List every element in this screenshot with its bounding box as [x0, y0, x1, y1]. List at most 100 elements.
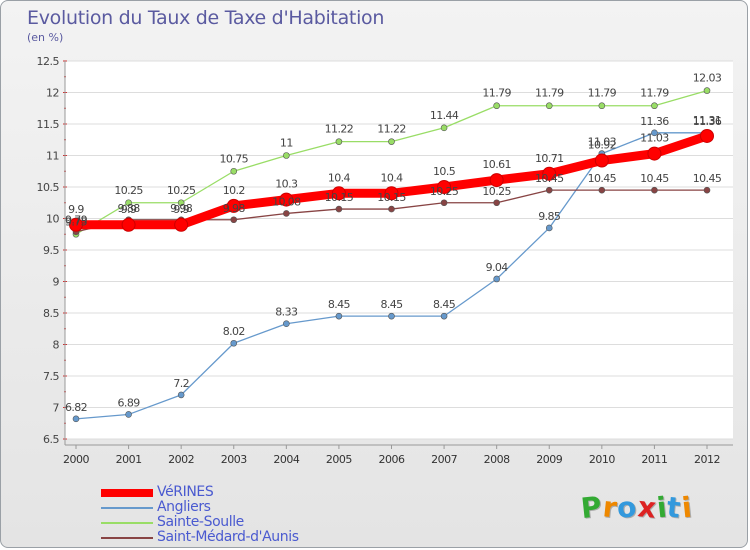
- y-tick-label: 12.5: [37, 55, 60, 68]
- y-tick-label: 10: [46, 213, 59, 226]
- data-label: 11.03: [640, 132, 669, 145]
- data-label: 10.15: [325, 191, 354, 204]
- data-label: 12.03: [693, 72, 722, 85]
- data-label: 8.33: [275, 306, 298, 319]
- data-point: [72, 415, 80, 423]
- data-point: [440, 124, 448, 132]
- data-label: 11.03: [588, 136, 617, 149]
- x-tick-label: 2012: [694, 453, 720, 466]
- data-label: 10.45: [535, 172, 564, 185]
- data-label: 11.22: [377, 123, 406, 136]
- data-point: [651, 129, 658, 137]
- legend-swatch-sainte-soulle: [101, 522, 153, 524]
- logo-letter: P: [579, 489, 605, 526]
- data-label: 8.45: [380, 298, 403, 311]
- data-label: 9.9: [173, 203, 189, 216]
- data-label: 11.79: [482, 87, 511, 100]
- data-point: [230, 216, 238, 224]
- legend-label-verines: VéRINES: [157, 484, 214, 500]
- data-point: [177, 199, 185, 207]
- data-label: 10.61: [482, 158, 511, 171]
- y-tick-label: 7: [53, 402, 60, 415]
- data-point: [388, 138, 395, 145]
- data-point: [440, 312, 448, 320]
- x-tick-label: 2010: [589, 453, 615, 466]
- x-tick-label: 2003: [221, 453, 247, 466]
- data-point: [230, 167, 238, 175]
- x-tick-label: 2004: [273, 453, 299, 466]
- data-point: [703, 87, 711, 94]
- proxiti-logo: Proxiti: [579, 489, 694, 526]
- data-label: 10.45: [640, 172, 669, 185]
- legend-swatch-verines: [101, 489, 153, 497]
- data-point: [598, 186, 606, 194]
- data-label: 10.25: [114, 184, 143, 197]
- x-tick-label: 2011: [641, 453, 667, 466]
- data-label: 10.4: [328, 171, 351, 184]
- y-tick-label: 11: [46, 150, 59, 163]
- data-label: 6.89: [118, 396, 141, 409]
- data-label: 11.79: [535, 87, 564, 100]
- logo-letter: i: [679, 490, 694, 525]
- x-tick-label: 2005: [326, 453, 352, 466]
- x-tick-label: 2000: [63, 453, 89, 466]
- legend-label-sainte-soulle: Sainte-Soulle: [157, 514, 244, 530]
- data-label: 9.75: [65, 215, 88, 228]
- data-label: 9.9: [121, 203, 137, 216]
- data-labels: 6.82 6.89 7.2 8.02 8.33 8.45 8.45 8.45 9.04 9.85 1…: [65, 72, 722, 414]
- data-label: 11.44: [430, 109, 459, 122]
- y-tick-label: 8: [53, 339, 60, 352]
- y-tick-label: 6.5: [43, 433, 59, 446]
- data-point: [545, 102, 553, 110]
- data-point: [283, 152, 290, 159]
- axes: 6.5 7 7.5 8 8.5 9 9.5 10 10.5 11 11.5 12 12.5 2000 200…: [37, 55, 733, 466]
- data-point: [335, 205, 343, 213]
- legend-label-angliers: Angliers: [157, 499, 211, 515]
- y-tick-label: 10.5: [37, 181, 60, 194]
- y-tick-label: 11.5: [37, 118, 60, 131]
- data-point: [331, 186, 346, 201]
- data-label: 8.45: [433, 298, 456, 311]
- legend-swatch-saint-medard: [101, 537, 153, 539]
- data-label: 6.82: [65, 401, 87, 414]
- data-label: 10.25: [430, 185, 459, 198]
- data-point: [647, 146, 662, 161]
- data-label: 7.2: [173, 377, 189, 390]
- data-label: 10.25: [482, 185, 511, 198]
- y-tick-label: 8.5: [43, 307, 59, 320]
- data-label: 9.88: [118, 202, 141, 215]
- data-label: 11.36: [693, 115, 722, 128]
- data-label: 8.45: [328, 298, 351, 311]
- data-point: [703, 186, 711, 194]
- y-tick-label: 9: [53, 276, 60, 289]
- data-label: 11.22: [325, 123, 354, 136]
- data-point: [493, 275, 500, 283]
- y-tick-label: 7.5: [43, 370, 59, 383]
- data-label: 10.45: [693, 172, 722, 185]
- data-label: 10.2: [223, 184, 245, 197]
- data-label: 9.98: [170, 202, 193, 215]
- x-tick-label: 2002: [168, 453, 194, 466]
- data-point: [489, 173, 504, 188]
- data-point: [437, 180, 452, 194]
- data-point: [440, 199, 448, 207]
- data-point: [651, 102, 658, 110]
- data-point: [125, 411, 132, 418]
- data-point: [384, 186, 399, 201]
- y-tick-label: 12: [46, 87, 59, 100]
- data-point: [545, 186, 553, 194]
- data-point: [174, 217, 189, 232]
- x-tick-label: 2001: [116, 453, 142, 466]
- data-label: 10.25: [167, 184, 196, 197]
- data-label: 10.15: [377, 191, 406, 204]
- data-point: [279, 192, 294, 207]
- data-point: [283, 320, 290, 328]
- data-label: 9.04: [486, 261, 509, 274]
- data-point: [335, 138, 343, 145]
- data-label: 11.31: [693, 114, 722, 127]
- data-label: 10.4: [380, 171, 403, 184]
- data-point: [283, 210, 290, 217]
- data-point: [700, 128, 714, 143]
